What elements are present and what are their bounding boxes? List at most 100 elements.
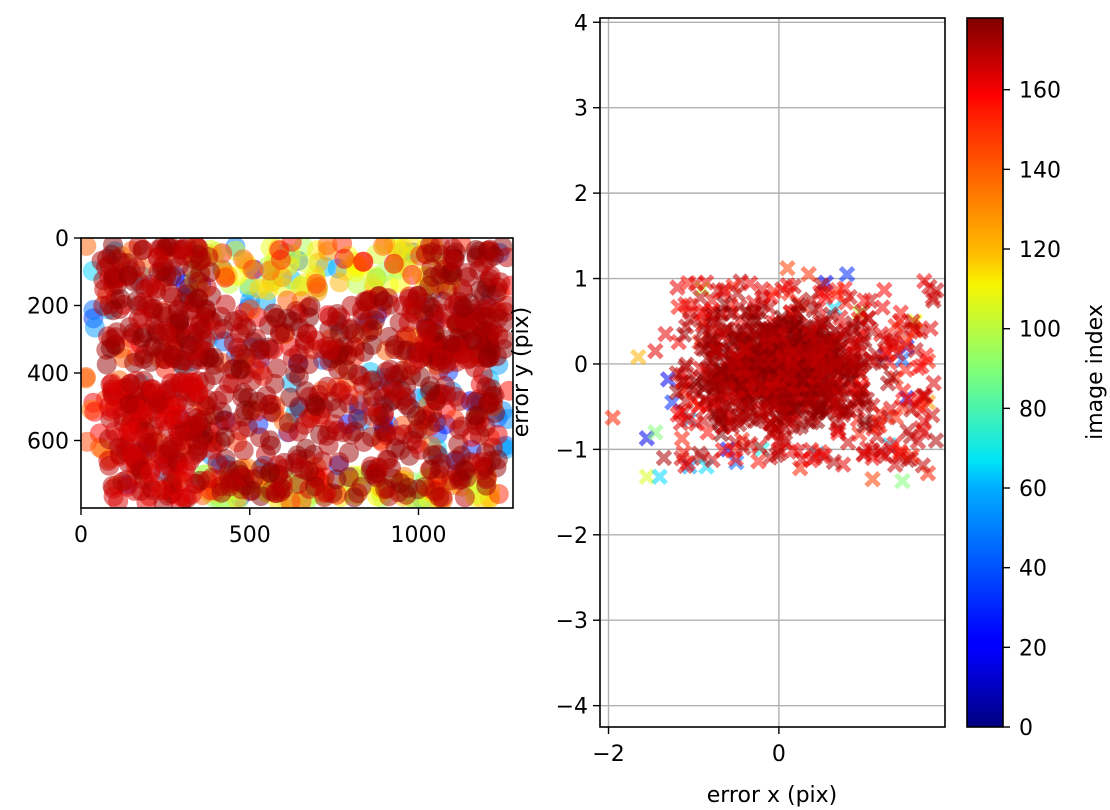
error-point [735, 412, 753, 429]
error-point [876, 281, 893, 299]
error-point [760, 299, 778, 317]
error-point [647, 424, 664, 441]
error-point [761, 415, 779, 432]
colorbar-tick-label: 140 [1019, 158, 1061, 183]
pixel-point [249, 340, 269, 361]
pixel-point [432, 487, 453, 508]
error-point [604, 409, 622, 427]
pixel-point [465, 391, 486, 412]
pixel-point [165, 437, 186, 458]
error-point [885, 334, 903, 351]
pixel-y-tick-label: 600 [27, 430, 69, 455]
error-point [912, 420, 930, 437]
pixel-point [431, 453, 452, 474]
error-y-tick-label: 4 [574, 11, 588, 36]
error-point [856, 292, 873, 309]
error-point [903, 401, 920, 418]
error-point [794, 372, 812, 389]
pixel-point [168, 404, 189, 425]
error-point [778, 365, 796, 382]
error-panel-ticks: −2 0 −4 −3 −2 −1 0 1 2 3 4 [556, 11, 786, 767]
pixel-point [120, 373, 141, 394]
error-point [907, 341, 924, 359]
pixel-point [152, 302, 173, 323]
error-point [672, 414, 690, 432]
error-y-tick-label: −2 [556, 524, 588, 549]
pixel-point [353, 251, 374, 272]
error-point [856, 417, 873, 434]
error-point [774, 405, 792, 422]
colorbar-tick-label: 80 [1019, 397, 1047, 422]
pixel-point [449, 391, 470, 411]
pixel-point [155, 321, 176, 342]
pixel-point [131, 480, 151, 501]
pixel-point [344, 487, 365, 508]
error-point [841, 288, 858, 306]
pixel-point [281, 238, 302, 252]
error-panel-frame [599, 17, 946, 728]
pixel-point [453, 297, 474, 318]
pixel-point [270, 324, 290, 345]
error-point [760, 353, 777, 370]
pixel-point [422, 242, 443, 263]
pixel-point [151, 480, 172, 501]
error-point [917, 347, 935, 364]
error-point [924, 289, 942, 306]
pixel-point [409, 342, 430, 363]
error-point [864, 471, 881, 488]
pixel-point [118, 265, 139, 286]
error-point [817, 379, 834, 397]
error-point [754, 401, 771, 419]
pixel-point [277, 308, 298, 329]
error-point [883, 369, 900, 386]
error-point [855, 446, 872, 464]
pixel-point [267, 358, 287, 379]
pixel-point [317, 238, 338, 256]
error-point [712, 362, 730, 379]
pixel-point [204, 347, 224, 368]
pixel-point [454, 487, 475, 508]
error-x-axis-label: error x (pix) [707, 783, 838, 808]
error-y-tick-label: −4 [556, 695, 588, 720]
colorbar-tick-label: 0 [1019, 716, 1033, 741]
error-point [716, 295, 733, 313]
pixel-point [407, 419, 428, 440]
pixel-point [161, 345, 182, 366]
pixel-point [215, 426, 236, 447]
error-y-tick-label: 0 [574, 353, 588, 378]
error-point [704, 451, 721, 469]
pixel-point [206, 320, 227, 341]
error-point [802, 451, 820, 469]
pixel-point [258, 394, 279, 415]
error-point [844, 361, 862, 379]
error-point [673, 450, 690, 467]
error-y-tick-label: −3 [556, 609, 588, 634]
pixel-point [465, 240, 486, 260]
error-point [728, 356, 746, 374]
pixel-point [300, 296, 321, 317]
error-point [741, 354, 758, 372]
pixel-point [96, 354, 117, 375]
pixel-point [140, 463, 161, 483]
error-point [727, 450, 744, 468]
pixel-point [265, 482, 286, 503]
error-point [714, 327, 731, 345]
pixel-point [337, 345, 358, 365]
colorbar-label: image index [1083, 304, 1108, 440]
error-point [811, 313, 829, 331]
pixel-point [471, 452, 492, 472]
pixel-point [230, 359, 251, 380]
error-point [904, 313, 921, 330]
pixel-point [332, 422, 353, 443]
pixel-point [101, 329, 122, 350]
error-point [894, 472, 911, 490]
pixel-x-tick-label: 0 [74, 523, 88, 548]
pixel-panel-ticks: 0 500 1000 0 200 400 600 [27, 227, 447, 548]
pixel-point [314, 487, 335, 507]
pixel-point [480, 265, 501, 286]
error-point [839, 434, 857, 451]
pixel-point [264, 373, 285, 394]
error-point [741, 275, 759, 292]
error-point [894, 382, 912, 400]
pixel-point [373, 291, 394, 311]
